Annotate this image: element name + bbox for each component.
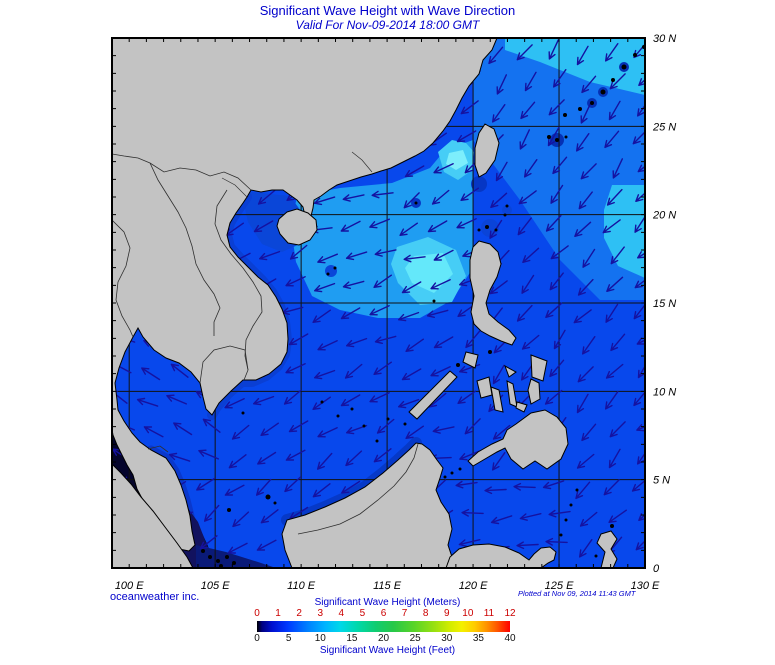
colorbar-meters-tick: 12 — [504, 608, 516, 619]
colorbar-feet-tick: 0 — [254, 633, 260, 644]
colorbar-feet-ticks: 0 5 10 15 20 25 30 35 40 — [254, 633, 515, 644]
land-mindoro — [462, 351, 479, 369]
colorbar-meters-ticks: 0 1 2 3 4 5 6 7 8 9 10 11 12 — [254, 608, 515, 619]
colorbar-feet-tick: 25 — [409, 633, 421, 644]
colorbar-meters-tick: 6 — [380, 608, 387, 619]
lon-tick-label: 125 E — [545, 580, 574, 592]
land-sumatra — [112, 463, 194, 568]
lon-tick-label: 110 E — [287, 580, 316, 592]
lat-tick-label: 0 — [653, 563, 660, 575]
land-asia-mainland — [112, 38, 498, 552]
country-borders — [112, 151, 419, 535]
colorbar-meters-tick: 1 — [275, 608, 281, 619]
colorbar-feet-tick: 5 — [285, 633, 292, 644]
colorbar-feet-tick: 40 — [504, 633, 516, 644]
land-hainan — [276, 208, 318, 246]
land-palawan — [408, 370, 458, 420]
credit-text: oceanweather inc. — [110, 591, 200, 603]
colorbar-feet-tick: 20 — [377, 633, 390, 644]
plot-frame — [111, 37, 646, 569]
land-borneo — [281, 442, 453, 568]
colorbar-feet-title: Significant Wave Height (Feet) — [319, 645, 456, 656]
land-bohol — [515, 401, 528, 413]
colorbar-feet-tick: 15 — [346, 633, 358, 644]
lon-tick-label: 130 E — [631, 580, 660, 592]
land-negros — [490, 386, 504, 413]
colorbar-meters-tick: 9 — [443, 608, 450, 619]
colorbar-meters-tick: 7 — [401, 608, 408, 619]
colorbar-meters-tick: 10 — [462, 608, 474, 619]
colorbar-meters-tick: 3 — [317, 608, 324, 619]
small-islands — [201, 45, 645, 568]
land-mindanao — [467, 409, 569, 470]
degree-ticks — [112, 38, 645, 568]
lat-tick-label: 15 N — [653, 298, 676, 310]
colorbar-meters-title: Significant Wave Height (Meters) — [314, 597, 461, 608]
lat-tick-label: 30 N — [653, 33, 676, 45]
axis-labels: 100 E 105 E 110 E 115 E 120 E 125 E 130 E 30 N 2… — [115, 33, 676, 592]
colorbar-gradient — [257, 621, 510, 632]
colorbar-feet-tick: 30 — [441, 633, 453, 644]
lat-tick-label: 10 N — [653, 386, 676, 398]
lat-tick-label: 5 N — [653, 475, 670, 487]
land-samar — [530, 354, 548, 382]
page-subtitle: Valid For Nov-09-2014 18:00 GMT — [295, 18, 480, 32]
colorbar-feet-tick: 35 — [472, 633, 484, 644]
colorbar-meters-tick: 2 — [296, 608, 302, 619]
frame-tick-marks — [112, 38, 645, 568]
land-taiwan — [474, 123, 500, 178]
lon-tick-label: 105 E — [201, 580, 230, 592]
land-halmahera — [596, 530, 618, 568]
plotted-at-text: Plotted at Nov 09, 2014 11:43 GMT — [518, 589, 636, 598]
page-title: Significant Wave Height with Wave Direct… — [259, 3, 516, 18]
lat-tick-label: 25 N — [652, 121, 676, 133]
land-layer — [112, 38, 645, 568]
lon-tick-label: 120 E — [459, 580, 488, 592]
land-leyte — [527, 378, 541, 405]
lon-tick-label: 100 E — [115, 580, 144, 592]
colorbar-meters-tick: 5 — [359, 608, 366, 619]
colorbar-meters-tick: 4 — [338, 608, 345, 619]
colorbar-feet-tick: 10 — [314, 633, 326, 644]
lon-tick-label: 115 E — [373, 580, 402, 592]
lat-tick-label: 20 N — [652, 210, 676, 222]
land-masbate — [504, 364, 517, 378]
colorbar-meters-tick: 0 — [254, 608, 260, 619]
land-luzon — [469, 240, 517, 346]
colorbar-meters-tick: 11 — [483, 608, 495, 619]
land-sulawesi — [445, 543, 557, 568]
colorbar-meters-tick: 8 — [422, 608, 429, 619]
